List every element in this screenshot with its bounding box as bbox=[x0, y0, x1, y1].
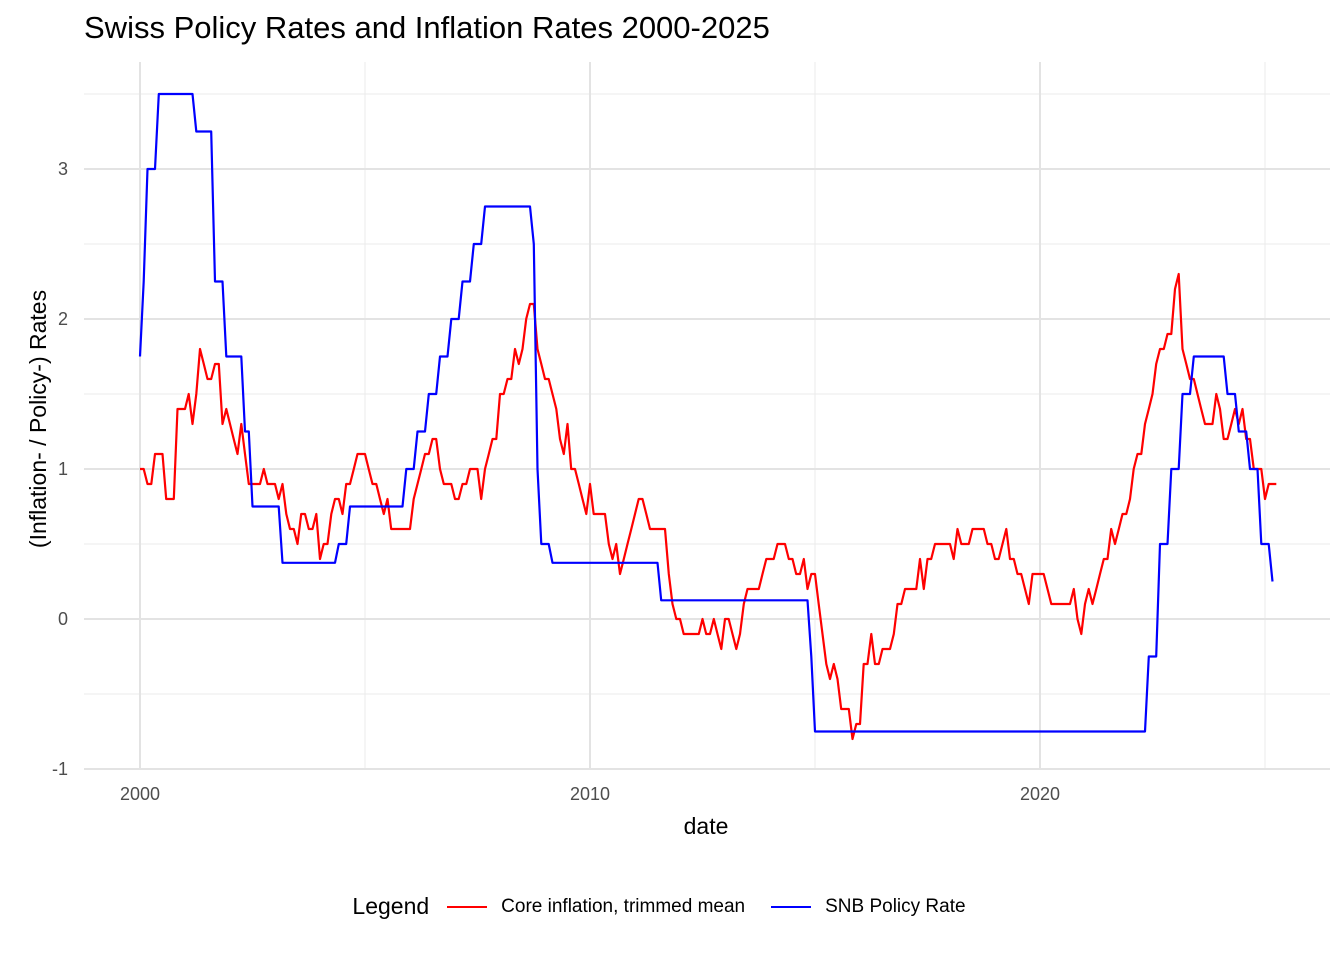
y-tick-label: 3 bbox=[58, 159, 68, 179]
legend-label-core-inflation: Core inflation, trimmed mean bbox=[501, 895, 746, 917]
chart-title: Swiss Policy Rates and Inflation Rates 2… bbox=[84, 10, 770, 45]
x-tick-label: 2020 bbox=[1020, 784, 1060, 804]
y-tick-label: -1 bbox=[52, 759, 68, 779]
legend-title: Legend bbox=[352, 893, 430, 919]
gridlines bbox=[84, 62, 1330, 770]
x-axis-title: date bbox=[684, 813, 729, 839]
legend-label-snb-policy-rate: SNB Policy Rate bbox=[825, 895, 966, 917]
y-tick-label: 1 bbox=[58, 459, 68, 479]
x-tick-label: 2000 bbox=[120, 784, 160, 804]
y-tick-label: 2 bbox=[58, 309, 68, 329]
legend-key-snb-policy-rate bbox=[771, 905, 812, 908]
legend-item-core-inflation: Core inflation, trimmed mean bbox=[447, 896, 745, 918]
legend-key-core-inflation bbox=[447, 905, 488, 908]
legend: Legend Core inflation, trimmed mean SNB … bbox=[0, 893, 1344, 920]
series-line-core-inflation bbox=[140, 272, 1277, 741]
y-tick-label: 0 bbox=[58, 609, 68, 629]
series-lines bbox=[138, 92, 1277, 741]
legend-item-snb-policy-rate: SNB Policy Rate bbox=[771, 895, 966, 918]
x-tick-label: 2010 bbox=[570, 784, 610, 804]
tick-labels: -1 0 1 2 3 2000 2010 2020 bbox=[52, 159, 1060, 804]
series-line-snb-policy-rate bbox=[138, 92, 1274, 733]
y-axis-title: (Inflation- / Policy-) Rates bbox=[25, 290, 51, 548]
